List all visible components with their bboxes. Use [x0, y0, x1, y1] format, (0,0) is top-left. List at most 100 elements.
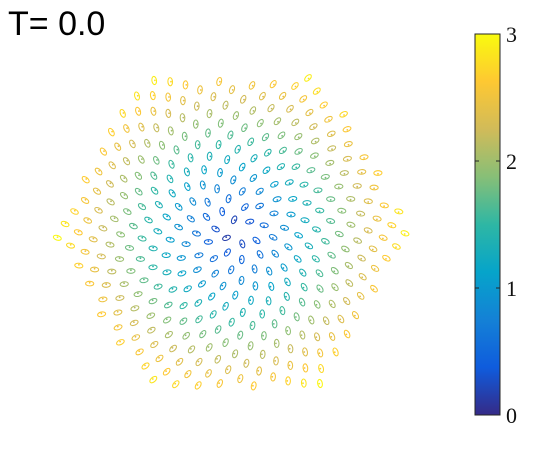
particle-core	[88, 281, 91, 284]
particle-core	[333, 351, 336, 354]
particle-marker	[150, 340, 159, 349]
particle-core	[376, 218, 378, 221]
particle-marker	[268, 233, 278, 241]
particle-marker	[238, 254, 245, 265]
particle-core	[259, 205, 261, 208]
particle-core	[262, 95, 264, 98]
particle-core	[229, 268, 232, 271]
particle-marker	[199, 180, 206, 190]
particle-marker	[263, 148, 272, 157]
particle-core	[313, 126, 315, 129]
particle-core	[202, 183, 205, 186]
particle-core	[286, 380, 289, 382]
particle-marker	[277, 131, 286, 140]
particle-core	[209, 112, 212, 115]
particle-marker	[315, 269, 324, 278]
particle-core	[230, 321, 232, 323]
particle-marker	[256, 366, 262, 376]
particle-core	[218, 382, 221, 385]
particle-core	[192, 200, 195, 202]
particle-marker	[351, 310, 360, 320]
particle-core	[132, 224, 135, 227]
particle-core	[329, 220, 332, 223]
particle-core	[276, 199, 279, 201]
particle-marker	[223, 248, 231, 257]
particle-marker	[363, 198, 373, 205]
particle-marker	[343, 141, 353, 148]
particle-core	[363, 157, 365, 159]
particle-core	[152, 246, 155, 249]
particle-marker	[346, 196, 356, 202]
particle-core	[397, 211, 400, 214]
particle-core	[309, 319, 312, 322]
particle-marker	[300, 378, 307, 388]
particle-marker	[175, 357, 184, 366]
particle-core	[377, 172, 379, 175]
particle-core	[255, 240, 257, 242]
particle-core	[116, 325, 119, 328]
particle-core	[113, 217, 116, 220]
particle-marker	[225, 365, 232, 375]
particle-core	[151, 299, 154, 302]
particle-marker	[251, 264, 258, 274]
particle-marker	[129, 139, 136, 149]
particle-core	[242, 190, 244, 193]
particle-marker	[151, 75, 158, 86]
particle-marker	[98, 225, 108, 232]
particle-marker	[133, 291, 143, 298]
particle-core	[171, 191, 174, 194]
particle-core	[215, 227, 217, 230]
particle-core	[93, 267, 96, 270]
particle-marker	[394, 208, 404, 215]
particle-marker	[205, 343, 213, 352]
particle-core	[309, 112, 311, 114]
particle-marker	[96, 253, 106, 260]
particle-marker	[341, 245, 350, 253]
particle-core	[282, 150, 285, 153]
particle-core	[143, 278, 145, 281]
particle-core	[151, 378, 154, 380]
particle-core	[190, 156, 193, 159]
particle-core	[360, 257, 363, 260]
particle-core	[253, 157, 256, 160]
particle-core	[282, 95, 285, 98]
particle-marker	[344, 261, 354, 270]
particle-core	[141, 158, 143, 161]
particle-marker	[167, 77, 174, 87]
particle-core	[338, 233, 340, 236]
particle-core	[141, 205, 144, 207]
particle-core	[216, 328, 219, 330]
particle-core	[319, 367, 322, 370]
particle-core	[295, 166, 298, 169]
particle-marker	[74, 262, 84, 269]
particle-core	[294, 122, 297, 124]
particle-core	[242, 166, 244, 169]
particle-marker	[195, 315, 203, 324]
particle-marker	[273, 117, 282, 126]
particle-core	[329, 199, 332, 201]
particle-marker	[164, 301, 173, 309]
particle-core	[170, 80, 172, 83]
particle-core	[141, 125, 144, 128]
particle-marker	[225, 194, 232, 204]
particle-marker	[193, 101, 200, 111]
particle-core	[111, 163, 114, 166]
particle-marker	[199, 330, 207, 339]
colorbar-tick-label: 2	[506, 149, 517, 174]
particle-core	[303, 351, 306, 353]
particle-core	[123, 282, 125, 285]
particle-core	[116, 310, 119, 313]
particle-core	[330, 255, 332, 257]
particle-core	[300, 301, 303, 304]
particle-core	[262, 334, 264, 337]
particle-core	[330, 303, 333, 306]
particle-marker	[299, 181, 309, 188]
colorbar-tick-label: 0	[506, 403, 517, 428]
particle-core	[85, 178, 88, 180]
particle-core	[137, 292, 139, 295]
particle-core	[315, 336, 318, 338]
particle-core	[211, 313, 214, 315]
particle-marker	[247, 341, 254, 351]
particle-marker	[316, 284, 324, 293]
particle-marker	[330, 266, 339, 275]
